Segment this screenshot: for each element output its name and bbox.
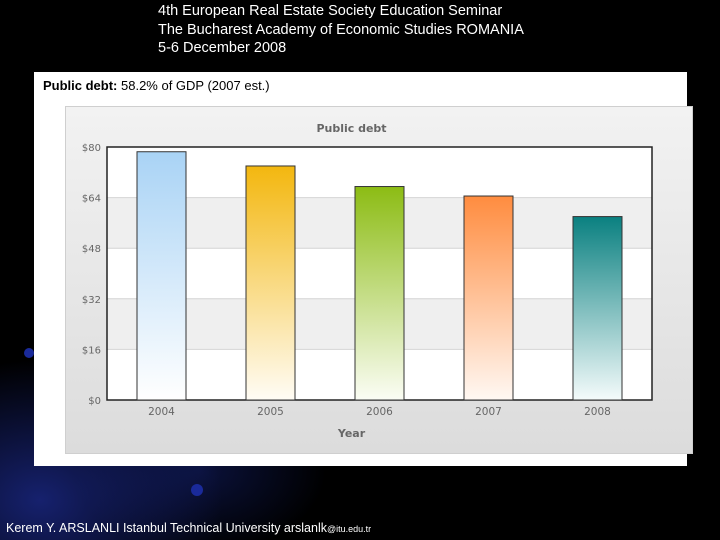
bar-chart: $0 $16 $32 $48 $64 $80 2004 2005 2006 2007 2008 Pub…: [82, 122, 653, 440]
bar-2004: [136, 151, 187, 401]
chart-title: Public debt: [316, 122, 386, 135]
y-tick-label: $32: [82, 295, 101, 306]
slide-header: 4th European Real Estate Society Educati…: [158, 2, 524, 58]
header-line-3: 5-6 December 2008: [158, 40, 287, 56]
decorative-dot: [24, 348, 34, 358]
footer-email-domain: @itu.edu.tr: [327, 524, 372, 534]
bar-2008: [572, 216, 623, 401]
x-tick-label: 2005: [257, 406, 284, 418]
bar-2007: [463, 195, 514, 401]
x-tick-label: 2008: [584, 406, 611, 418]
y-tick-label: $80: [82, 143, 101, 154]
y-tick-label: $64: [82, 194, 101, 205]
header-line-2: The Bucharest Academy of Economic Studie…: [158, 21, 524, 38]
y-tick-label: $48: [82, 244, 101, 255]
y-tick-label: $0: [88, 396, 101, 407]
footer-text: Kerem Y. ARSLANLI Istanbul Technical Uni…: [6, 521, 327, 535]
footer: Kerem Y. ARSLANLI Istanbul Technical Uni…: [6, 521, 371, 535]
decorative-dot: [191, 484, 203, 496]
header-line-1: 4th European Real Estate Society Educati…: [158, 3, 503, 19]
panel-title-rest: 58.2% of GDP (2007 est.): [117, 78, 270, 93]
y-tick-label: $16: [82, 345, 101, 356]
bar-2006: [354, 186, 405, 401]
bar-2005: [245, 165, 296, 401]
panel-title-bold: Public debt:: [43, 78, 118, 93]
x-tick-label: 2006: [366, 406, 393, 418]
x-tick-label: 2004: [148, 406, 175, 418]
x-tick-label: 2007: [475, 406, 502, 418]
panel-title: Public debt: 58.2% of GDP (2007 est.): [43, 78, 270, 93]
chart-area: $0 $16 $32 $48 $64 $80 2004 2005 2006 2007 2008 Pub…: [65, 106, 693, 454]
chart-panel: Public debt: 58.2% of GDP (2007 est.) $0…: [34, 72, 693, 466]
x-axis-label: Year: [337, 427, 366, 440]
